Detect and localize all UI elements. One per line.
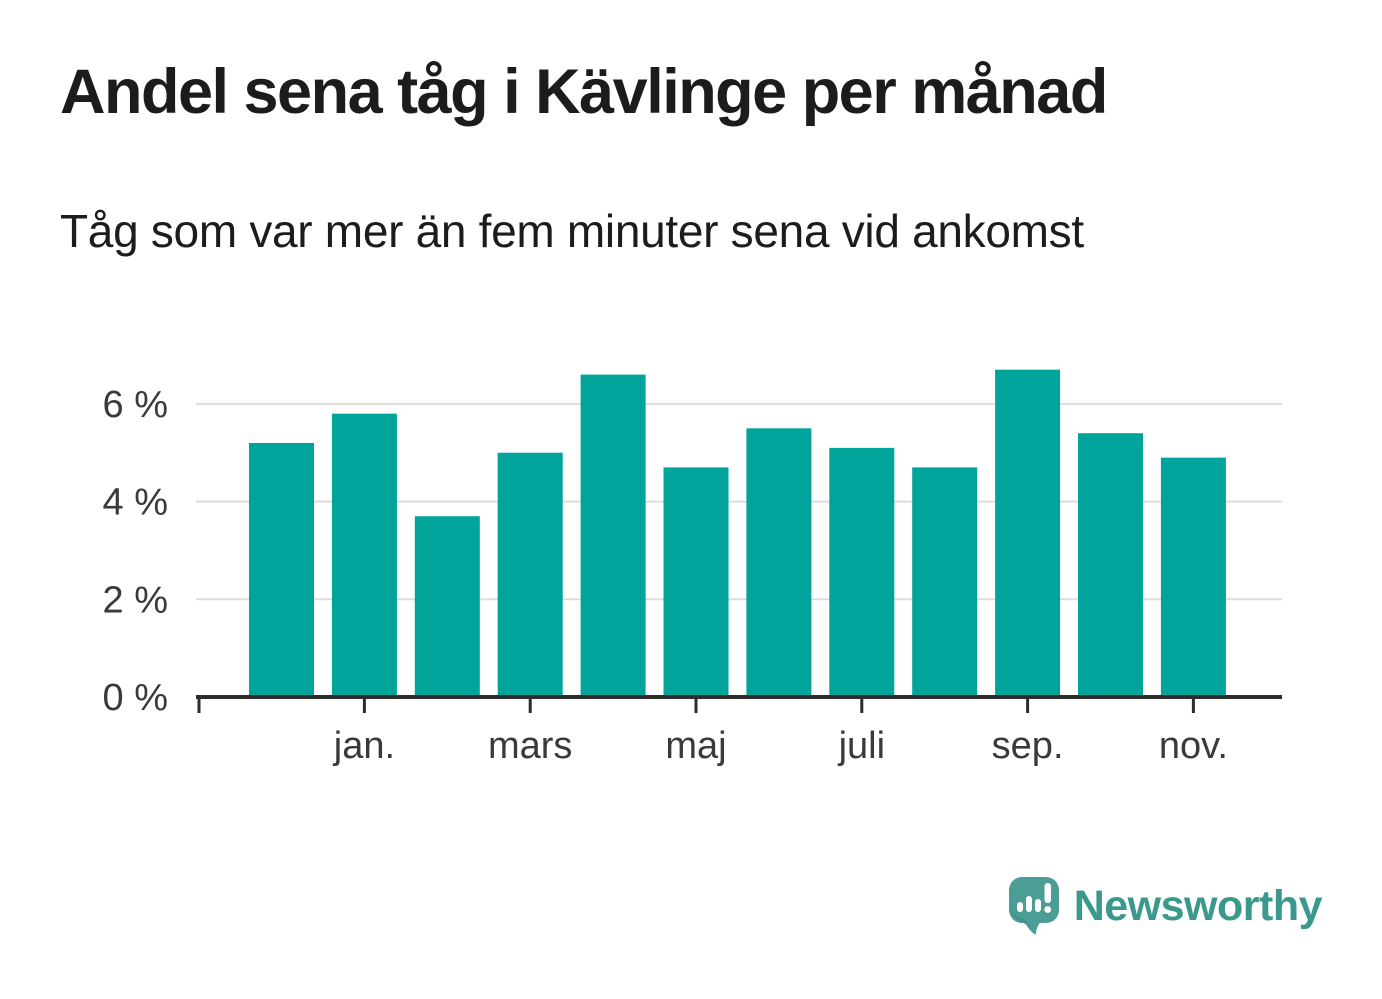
bar: [663, 467, 729, 695]
logo-mini-bar-3: [1034, 899, 1041, 912]
bar: [995, 369, 1061, 695]
x-tick-label: juli: [838, 725, 885, 767]
bar: [249, 442, 314, 695]
logo-bubble-shade: [1009, 908, 1030, 927]
y-tick-label: 0 %: [103, 677, 168, 719]
bar: [1078, 433, 1143, 695]
y-tick-label: 6 %: [103, 384, 168, 426]
x-tick-label: nov.: [1159, 725, 1228, 767]
x-tick-label: maj: [665, 725, 726, 767]
bar: [829, 447, 895, 695]
logo-mini-bar-1: [1016, 902, 1023, 912]
x-tick-label: jan.: [333, 725, 395, 767]
logo-exclamation-dot: [1044, 906, 1051, 913]
brand-footer: Newsworthy: [1008, 874, 1323, 938]
bar: [331, 413, 397, 695]
bar: [746, 428, 812, 695]
logo-bubble-tail: [1023, 920, 1042, 935]
bar: [580, 374, 646, 695]
brand-name: Newsworthy: [1073, 881, 1323, 930]
bar: [912, 467, 978, 695]
chart-title: Andel sena tåg i Kävlinge per månad: [60, 57, 1108, 127]
y-tick-label: 4 %: [103, 482, 168, 524]
bar: [414, 516, 480, 695]
chart-subtitle: Tåg som var mer än fem minuter sena vid …: [60, 205, 1084, 257]
logo-mini-bar-2: [1025, 896, 1032, 912]
newsworthy-logo-icon: [1008, 877, 1059, 935]
x-tick-label: sep.: [992, 725, 1064, 767]
logo-exclamation-bar: [1044, 883, 1051, 903]
y-tick-label: 2 %: [103, 579, 168, 621]
bar: [497, 452, 563, 695]
x-tick-label: mars: [488, 725, 572, 767]
bar: [1160, 457, 1226, 695]
